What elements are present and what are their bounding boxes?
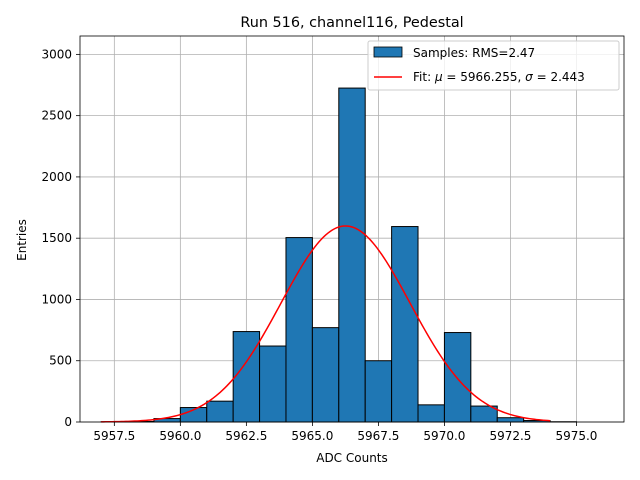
- chart-title: Run 516, channel116, Pedestal: [240, 15, 463, 31]
- y-tick-label: 1000: [41, 292, 72, 306]
- y-tick-label: 3000: [41, 47, 72, 61]
- histogram-bar: [391, 226, 419, 423]
- x-tick-label: 5960.0: [159, 429, 201, 443]
- legend-hist-swatch: [373, 46, 403, 58]
- legend-box: [367, 40, 620, 91]
- x-tick-label: 5972.5: [489, 429, 531, 443]
- legend: Samples: RMS=2.47 Fit: μ = 5966.255, σ =…: [367, 40, 620, 91]
- x-axis-ticks: 5957.5 5960.0 5962.5 5965.0 5967.5 5970.0 5972…: [93, 422, 597, 443]
- x-tick-label: 5967.5: [357, 429, 399, 443]
- fit-curve: [101, 225, 551, 423]
- x-tick-label: 5965.0: [291, 429, 333, 443]
- histogram-bar: [496, 417, 525, 423]
- histogram-bar: [285, 237, 313, 423]
- axes-frame: [79, 35, 625, 423]
- legend-fit-label: Fit: μ = 5966.255, σ = 2.443: [413, 70, 585, 84]
- histogram-bar: [206, 400, 234, 423]
- histogram-bar: [311, 327, 340, 423]
- x-tick-label: 5975.0: [555, 429, 597, 443]
- histogram-bar: [259, 345, 287, 423]
- histogram-bar: [364, 360, 393, 423]
- histogram-bar: [338, 87, 366, 423]
- y-tick-label: 1500: [41, 231, 72, 245]
- histogram-bar: [443, 332, 472, 423]
- y-tick-label: 500: [49, 354, 72, 368]
- y-tick-label: 2500: [41, 109, 72, 123]
- y-axis-label: Entries: [15, 219, 29, 261]
- y-axis-ticks: 0 500 1000 1500 2000 2500 3000: [41, 47, 80, 429]
- x-axis-label: ADC Counts: [316, 451, 388, 465]
- legend-hist-label: Samples: RMS=2.47: [413, 46, 535, 60]
- y-tick-label: 2000: [41, 170, 72, 184]
- x-tick-label: 5962.5: [225, 429, 267, 443]
- y-tick-label: 0: [64, 415, 72, 429]
- x-tick-label: 5970.0: [423, 429, 465, 443]
- histogram-bar: [417, 404, 445, 423]
- x-tick-label: 5957.5: [93, 429, 135, 443]
- histogram-bar: [232, 331, 261, 423]
